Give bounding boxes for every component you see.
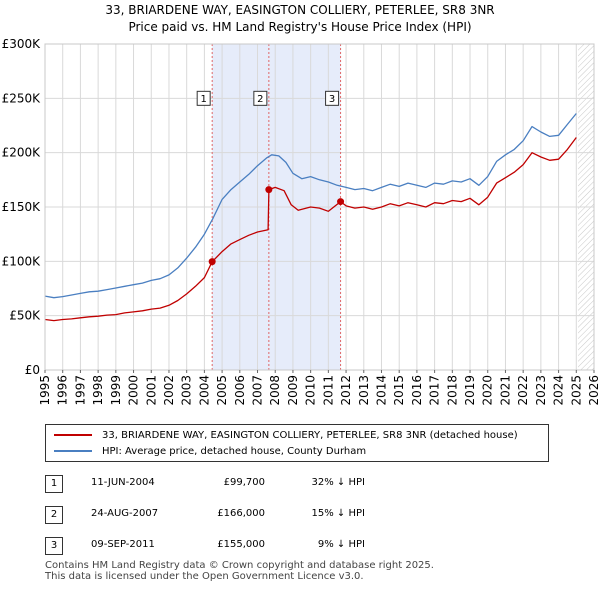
footer-licence: This data is licensed under the Open Gov…	[45, 571, 364, 582]
legend-property-label: 33, BRIARDENE WAY, EASINGTON COLLIERY, P…	[102, 429, 518, 441]
y-tick-label: £300K	[2, 37, 42, 51]
x-tick-label: 2011	[321, 375, 335, 406]
sale-row: 3 09-SEP-2011 £155,000 9% ↓ HPI	[45, 537, 445, 555]
sale-row: 1 11-JUN-2004 £99,700 32% ↓ HPI	[45, 475, 445, 493]
hpi-series-line	[44, 113, 577, 299]
x-tick-label: 2010	[304, 375, 318, 406]
sale-1-label: 1	[200, 94, 206, 105]
x-tick-label: 2008	[268, 375, 282, 406]
y-tick-label: £200K	[2, 146, 42, 160]
x-tick-label: 2006	[233, 375, 247, 406]
sale-3-label: 3	[329, 94, 335, 105]
legend-item-hpi: HPI: Average price, detached house, Coun…	[46, 443, 366, 459]
x-tick-label: 2015	[392, 375, 406, 406]
x-tick-label: 2023	[534, 375, 548, 406]
plot-frame	[44, 43, 595, 371]
x-tick-label: 2007	[251, 375, 265, 406]
sale-hpi-diff: 15% ↓ HPI	[311, 508, 365, 519]
x-tick-label: 2000	[127, 375, 141, 406]
y-tick-label: £150K	[2, 200, 42, 214]
property-series-line	[44, 137, 577, 322]
legend-property-line-icon	[54, 434, 92, 436]
legend-hpi-line-icon	[54, 450, 92, 452]
sale-3-label-box	[325, 90, 340, 106]
x-tick-label: 2014	[374, 375, 388, 406]
sale-date: 11-JUN-2004	[91, 477, 155, 488]
x-tick-label: 2001	[144, 375, 158, 406]
sale-row: 2 24-AUG-2007 £166,000 15% ↓ HPI	[45, 506, 445, 524]
x-tick-label: 2019	[463, 375, 477, 406]
sale-number-badge: 3	[45, 537, 63, 555]
x-tick-label: 2004	[197, 375, 211, 406]
sale-hpi-diff: 32% ↓ HPI	[311, 477, 365, 488]
sale-3-point	[337, 198, 345, 206]
x-tick-label: 2009	[286, 375, 300, 406]
x-tick-label: 1996	[56, 375, 70, 406]
y-tick-label: £100K	[2, 254, 42, 268]
sale-price: £155,000	[217, 539, 265, 550]
footer-copyright: Contains HM Land Registry data © Crown c…	[45, 560, 434, 571]
x-tick-label: 1999	[109, 375, 123, 406]
sale-1-label-box	[196, 90, 211, 106]
x-tick-label: 1995	[38, 375, 52, 406]
x-tick-label: 2013	[357, 375, 371, 406]
x-tick-label: 2026	[587, 375, 600, 406]
x-tick-label: 2012	[339, 375, 353, 406]
x-tick-label: 1997	[73, 375, 87, 406]
x-tick-label: 2017	[428, 375, 442, 406]
chart-title-block: 33, BRIARDENE WAY, EASINGTON COLLIERY, P…	[0, 2, 600, 36]
sale-hpi-diff: 9% ↓ HPI	[317, 539, 365, 550]
y-tick-label: £250K	[2, 91, 42, 105]
sale-2-label: 2	[257, 94, 263, 105]
sale-date: 24-AUG-2007	[91, 508, 159, 519]
x-tick-label: 2020	[481, 375, 495, 406]
chart-title: 33, BRIARDENE WAY, EASINGTON COLLIERY, P…	[105, 3, 495, 17]
sale-price: £166,000	[217, 508, 265, 519]
footer: Contains HM Land Registry data © Crown c…	[45, 560, 434, 582]
chart-subtitle: Price paid vs. HM Land Registry's House …	[128, 20, 472, 34]
x-tick-label: 2002	[162, 375, 176, 406]
legend-item-property: 33, BRIARDENE WAY, EASINGTON COLLIERY, P…	[46, 427, 518, 443]
sale-date: 09-SEP-2011	[91, 539, 155, 550]
x-tick-label: 2025	[569, 375, 583, 406]
sale-price: £99,700	[223, 477, 265, 488]
sale-number-badge: 2	[45, 506, 63, 524]
legend-hpi-label: HPI: Average price, detached house, Coun…	[102, 445, 367, 457]
x-tick-label: 2022	[516, 375, 530, 406]
x-tick-label: 2021	[498, 375, 512, 406]
x-tick-label: 2024	[552, 375, 566, 406]
x-tick-label: 2003	[180, 375, 194, 406]
x-tick-label: 1998	[91, 375, 105, 406]
x-tick-label: 2016	[410, 375, 424, 406]
price-chart: 1 2 3 £0 £50K £100K £150K £200K £250K £300K 1995 1…	[2, 37, 600, 406]
sale-1-point	[208, 258, 216, 266]
x-tick-label: 2018	[445, 375, 459, 406]
y-tick-label: £0	[25, 363, 40, 377]
sale-2-point	[265, 186, 273, 194]
sale-2-label-box	[253, 90, 268, 106]
y-tick-label: £50K	[9, 309, 41, 323]
sale-number-badge: 1	[45, 475, 63, 493]
x-tick-label: 2005	[215, 375, 229, 406]
legend: 33, BRIARDENE WAY, EASINGTON COLLIERY, P…	[45, 424, 549, 462]
